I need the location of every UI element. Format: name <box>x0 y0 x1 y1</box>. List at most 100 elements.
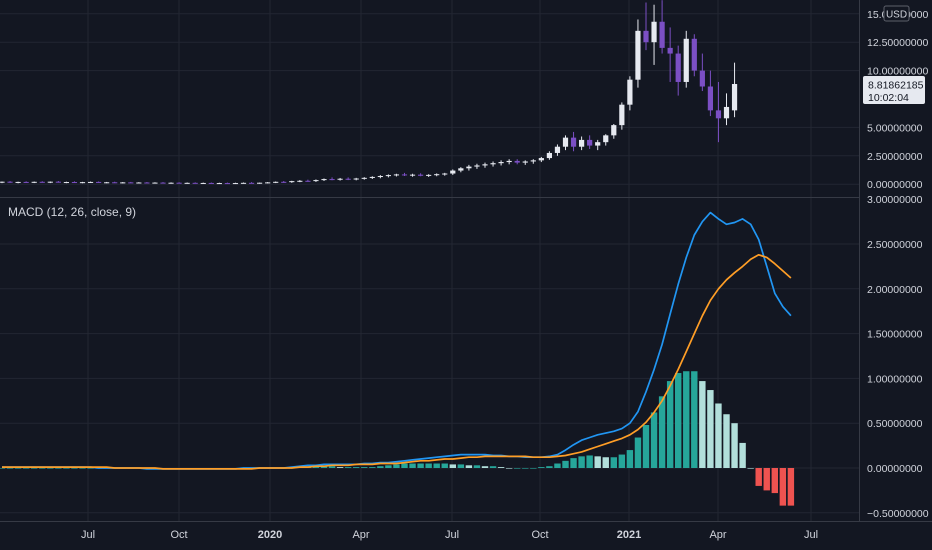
macd-tick-label: 1.00000000 <box>867 373 923 385</box>
candle <box>643 2 649 51</box>
histogram-bar <box>336 467 344 468</box>
histogram-bar <box>618 454 626 468</box>
macd-lines <box>2 211 792 470</box>
macd-tick-label: −0.50000000 <box>867 508 929 520</box>
candle <box>466 164 472 171</box>
histogram-bar <box>546 466 553 468</box>
macd-tick-label: 1.50000000 <box>867 329 923 341</box>
candle <box>570 131 577 152</box>
candle <box>224 182 230 185</box>
candle <box>104 181 110 184</box>
histogram-bar <box>650 412 658 468</box>
candle <box>232 182 239 185</box>
candle <box>587 135 593 149</box>
candle <box>458 167 464 173</box>
candle <box>329 177 335 181</box>
histogram-bar <box>22 468 30 469</box>
candle <box>731 62 738 118</box>
last-price-tag: 8.81862185 10:02:04 <box>863 76 925 104</box>
macd-tick-label: 2.00000000 <box>867 284 923 296</box>
histogram-bar <box>0 468 6 469</box>
price-tick-label: 0.00000000 <box>867 179 923 191</box>
histogram-bar <box>691 371 698 468</box>
candle <box>248 182 255 184</box>
histogram-bar <box>787 468 795 506</box>
candle <box>506 159 512 165</box>
time-tick-label: Apr <box>352 529 369 541</box>
histogram-bar <box>63 468 70 469</box>
candle <box>434 173 440 177</box>
candle <box>369 176 375 179</box>
histogram-bar <box>425 463 432 468</box>
candle <box>409 173 416 177</box>
candle <box>297 180 303 183</box>
candle <box>401 172 408 177</box>
candle <box>482 162 488 168</box>
histogram-bar <box>55 468 62 469</box>
candle-countdown: 10:02:04 <box>868 92 909 104</box>
candle <box>426 174 432 177</box>
candle <box>595 139 601 151</box>
candle <box>15 181 21 184</box>
candle <box>490 161 496 167</box>
time-axis: Jul Oct 2020 Apr Jul Oct 2021 Apr Jul <box>81 529 818 541</box>
price-tick-label: 10.00000000 <box>867 66 928 78</box>
histogram-bar <box>626 450 634 468</box>
candle <box>635 19 641 88</box>
macd-tick-label: 3.00000000 <box>867 194 923 206</box>
histogram-bar <box>578 456 585 468</box>
candle <box>39 181 45 183</box>
macd-legend[interactable]: MACD (12, 26, close, 9) <box>8 205 136 219</box>
histogram-bar <box>409 463 416 468</box>
histogram-bar <box>707 390 714 468</box>
candle <box>208 182 214 184</box>
histogram-bar <box>602 457 609 468</box>
histogram-bar <box>417 463 424 468</box>
candle <box>385 174 391 178</box>
candle <box>530 159 536 164</box>
candle <box>683 30 689 88</box>
macd-tick-label: 2.50000000 <box>867 239 923 251</box>
histogram-bar <box>312 466 320 468</box>
histogram-bar <box>473 465 481 468</box>
candle <box>699 53 705 92</box>
histogram-bar <box>699 381 706 468</box>
time-tick-label: Apr <box>709 529 726 541</box>
histogram-bar <box>683 371 690 468</box>
histogram-bar <box>771 468 778 494</box>
candle <box>79 181 86 184</box>
histogram-bar <box>481 466 489 468</box>
candle <box>514 159 520 165</box>
histogram-bar <box>739 442 746 468</box>
histogram-bar <box>610 457 617 468</box>
histogram-bar <box>522 468 529 469</box>
currency-badge[interactable]: USD <box>883 5 910 22</box>
candle <box>273 181 279 184</box>
price-tick-label: 5.00000000 <box>867 122 923 134</box>
candle <box>31 181 37 184</box>
histogram-bar <box>530 468 537 469</box>
candle <box>136 182 142 184</box>
macd-histogram <box>0 371 795 506</box>
candle <box>184 182 190 184</box>
histogram-bar <box>634 437 642 468</box>
candle <box>522 160 528 165</box>
histogram-bar <box>401 463 408 468</box>
candle <box>723 93 730 126</box>
histogram-bar <box>39 468 46 469</box>
candle <box>313 179 319 182</box>
candle <box>265 182 271 184</box>
histogram-bar <box>71 468 78 469</box>
candle <box>289 180 295 183</box>
candle <box>321 178 327 182</box>
candle <box>450 169 456 175</box>
histogram-bar <box>747 468 754 469</box>
candle <box>546 151 552 160</box>
candle <box>55 181 61 183</box>
histogram-bar <box>505 468 513 469</box>
histogram-bar <box>514 468 521 469</box>
candle <box>361 177 367 180</box>
candle <box>112 181 118 184</box>
macd-tick-label: 0.50000000 <box>867 418 923 430</box>
histogram-bar <box>353 467 360 468</box>
